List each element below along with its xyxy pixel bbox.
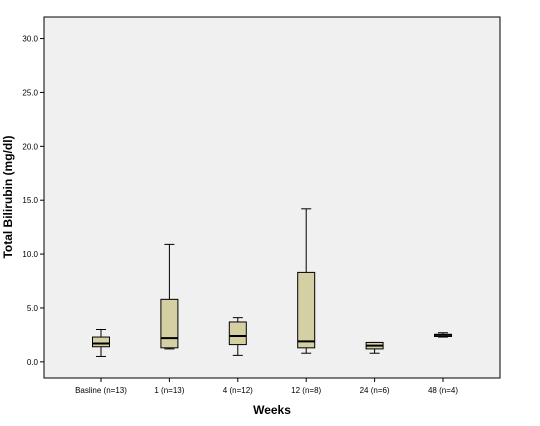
x-tick-label: 24 (n=6) xyxy=(360,386,390,395)
y-tick-label: 25.0 xyxy=(22,88,38,97)
box xyxy=(160,298,179,349)
y-tick-label: 10.0 xyxy=(22,250,38,259)
plot-area xyxy=(43,16,501,379)
x-axis-title: Weeks xyxy=(253,403,291,417)
y-tick-label: 5.0 xyxy=(27,304,39,313)
box xyxy=(297,271,316,349)
x-tick-label: 12 (n=8) xyxy=(291,386,321,395)
y-tick-label: 20.0 xyxy=(22,142,38,151)
box-group xyxy=(160,243,179,350)
x-tick-label: 4 (n=12) xyxy=(223,386,253,395)
x-tick-label: 48 (n=4) xyxy=(428,386,458,395)
box-group xyxy=(434,332,452,338)
x-tick-label: Basline (n=13) xyxy=(75,386,127,395)
boxes xyxy=(92,208,452,357)
x-axis: Basline (n=13) 1 (n=13) 4 (n=12) 12 (n=8) 24… xyxy=(75,378,458,395)
box-group xyxy=(92,329,110,357)
box xyxy=(92,336,110,348)
box-group xyxy=(228,317,247,356)
box-group xyxy=(297,208,316,354)
y-tick-label: 0.0 xyxy=(27,358,39,367)
y-tick-label: 30.0 xyxy=(22,35,38,44)
x-tick-label: 1 (n=13) xyxy=(154,386,184,395)
y-axis: 0.0 5.0 10.0 15.0 20.0 25.0 30.0 xyxy=(22,35,44,367)
y-axis-title: Total Bilirubin (mg/dl) xyxy=(1,135,15,258)
box-group xyxy=(365,341,384,354)
box xyxy=(228,321,247,346)
y-tick-label: 15.0 xyxy=(22,196,38,205)
